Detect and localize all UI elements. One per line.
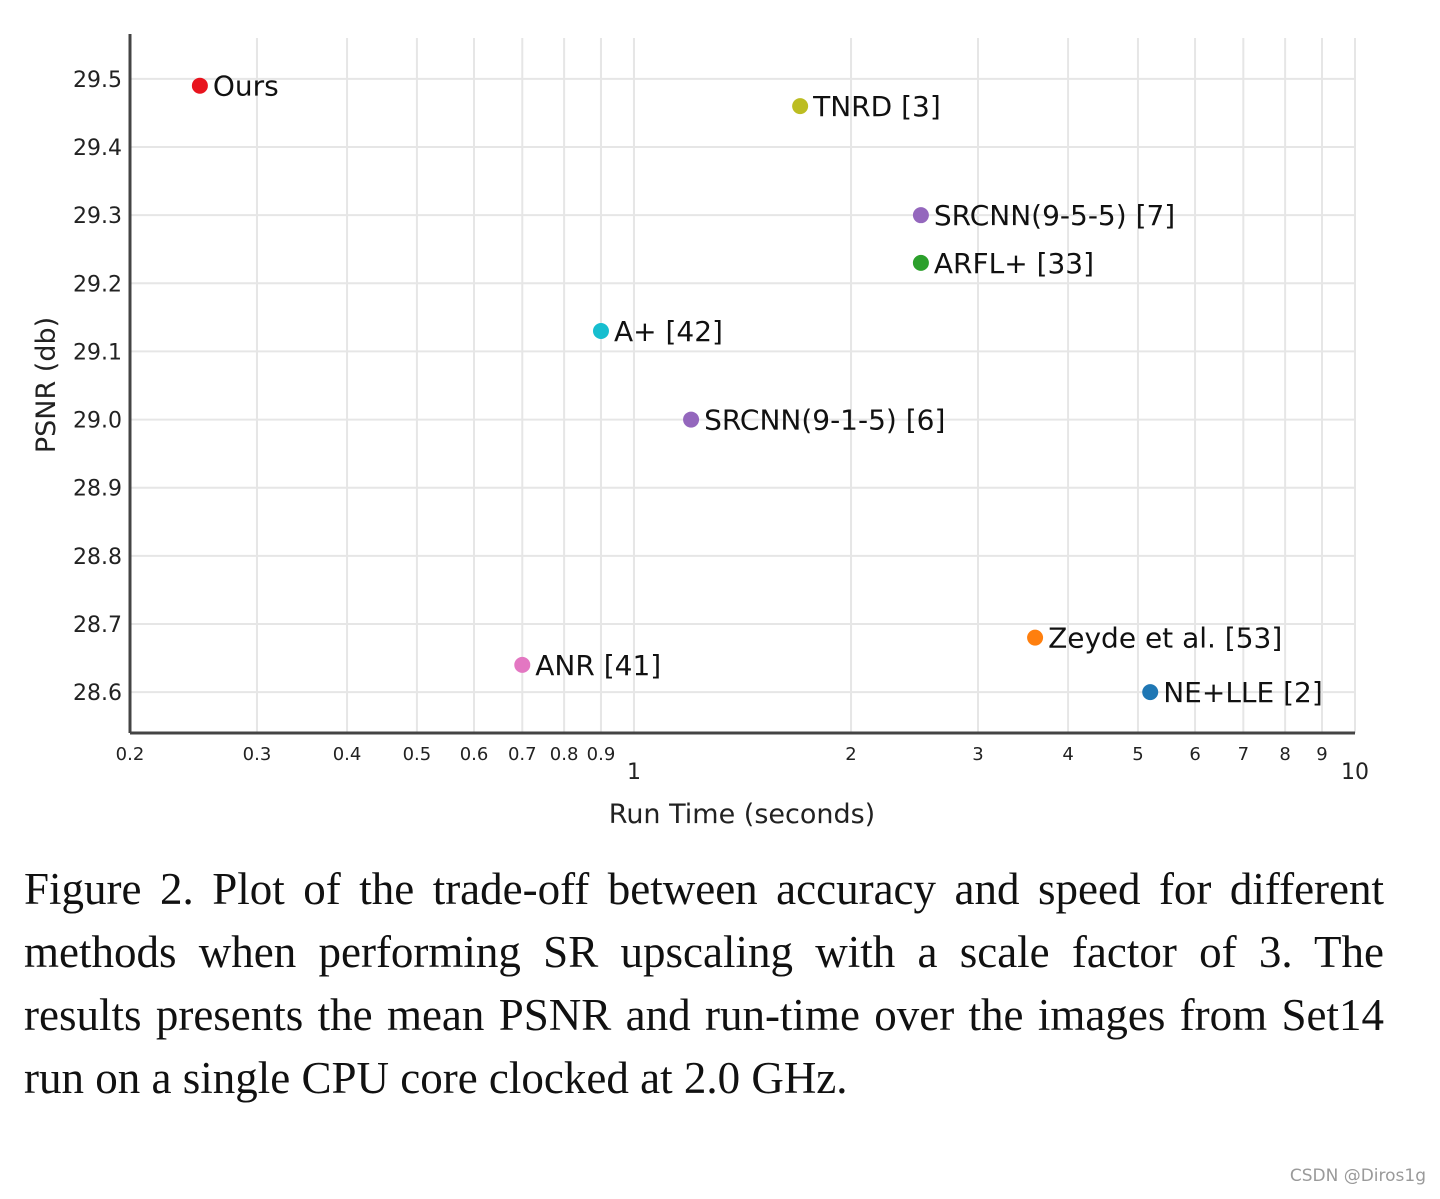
y-tick-label: 28.6 <box>73 681 122 706</box>
y-tick-label: 29.0 <box>73 409 122 434</box>
data-point: A+ [42] <box>592 315 723 348</box>
data-point: TNRD [3] <box>792 90 941 123</box>
y-axis-label: PSNR (db) <box>31 317 62 453</box>
point-label: SRCNN(9-5-5) [7] <box>934 199 1175 232</box>
y-tick-labels: 28.6 28.7 28.8 28.9 29.0 29.1 29.2 29.3 29.4 29.5 <box>73 68 122 706</box>
point-marker <box>912 254 929 271</box>
data-point: SRCNN(9-5-5) [7] <box>912 199 1175 232</box>
data-point: ANR [41] <box>514 649 661 682</box>
point-marker <box>912 207 929 224</box>
x-tick-label: 9 <box>1316 744 1327 765</box>
y-tick-label: 29.2 <box>73 272 122 297</box>
x-tick-label: 8 <box>1279 744 1290 765</box>
y-tick-label: 29.1 <box>73 340 122 365</box>
watermark: CSDN @Diros1g <box>1289 1166 1426 1186</box>
y-tick-label: 28.9 <box>73 477 122 502</box>
x-tick-label: 0.8 <box>550 744 579 765</box>
x-tick-label: 0.6 <box>460 744 489 765</box>
data-point: Ours <box>191 70 279 103</box>
x-tick-label: 5 <box>1132 744 1143 765</box>
point-label: Ours <box>213 70 279 103</box>
x-tick-label: 0.4 <box>333 744 362 765</box>
y-tick-label: 29.3 <box>73 204 122 229</box>
point-label: TNRD [3] <box>812 90 941 123</box>
x-tick-labels: 0.2 0.3 0.4 0.5 0.6 0.7 0.8 0.9 1 2 3 4 5 6 7 8 9 10 <box>116 744 1369 785</box>
x-tick-label: 1 <box>627 760 641 785</box>
x-tick-label: 7 <box>1238 744 1249 765</box>
point-label: ARFL+ [33] <box>934 247 1094 280</box>
x-tick-label: 0.3 <box>243 744 272 765</box>
point-marker <box>1142 684 1159 701</box>
y-tick-label: 29.5 <box>73 68 122 93</box>
point-label: A+ [42] <box>614 315 723 348</box>
x-tick-label: 0.5 <box>403 744 432 765</box>
point-marker <box>592 322 609 339</box>
point-label: SRCNN(9-1-5) [6] <box>704 404 945 437</box>
data-points: Ours TNRD [3] SRCNN(9-5-5) [7] ARFL+ [33] A+… <box>191 70 1323 709</box>
point-label: ANR [41] <box>535 649 661 682</box>
y-tick-label: 28.7 <box>73 613 122 638</box>
y-tick-label: 29.4 <box>73 136 122 161</box>
point-marker <box>1027 629 1044 646</box>
x-tick-label: 2 <box>845 744 856 765</box>
x-tick-label: 0.9 <box>587 744 616 765</box>
point-marker <box>683 411 700 428</box>
data-point: ARFL+ [33] <box>912 247 1094 280</box>
point-label: Zeyde et al. [53] <box>1048 622 1282 655</box>
point-marker <box>514 656 531 673</box>
x-tick-label: 0.7 <box>508 744 537 765</box>
point-label: NE+LLE [2] <box>1163 676 1323 709</box>
point-marker <box>191 77 208 94</box>
y-tick-label: 28.8 <box>73 545 122 570</box>
scatter-chart: 0.2 0.3 0.4 0.5 0.6 0.7 0.8 0.9 1 2 3 4 5 6 7 8 9 10 28.6… <box>31 34 1369 830</box>
figure-caption: Figure 2. Plot of the trade-off between … <box>24 864 1384 1103</box>
axes <box>128 34 1355 735</box>
data-point: NE+LLE [2] <box>1142 676 1323 709</box>
data-point: Zeyde et al. [53] <box>1027 622 1282 655</box>
x-tick-label: 10 <box>1341 760 1369 785</box>
point-marker <box>792 98 809 115</box>
grid-lines <box>130 38 1356 733</box>
x-tick-label: 3 <box>972 744 983 765</box>
x-axis-label: Run Time (seconds) <box>609 799 875 830</box>
x-tick-label: 4 <box>1062 744 1073 765</box>
data-point: SRCNN(9-1-5) [6] <box>683 404 945 437</box>
x-tick-label: 6 <box>1189 744 1200 765</box>
x-tick-label: 0.2 <box>116 744 145 765</box>
